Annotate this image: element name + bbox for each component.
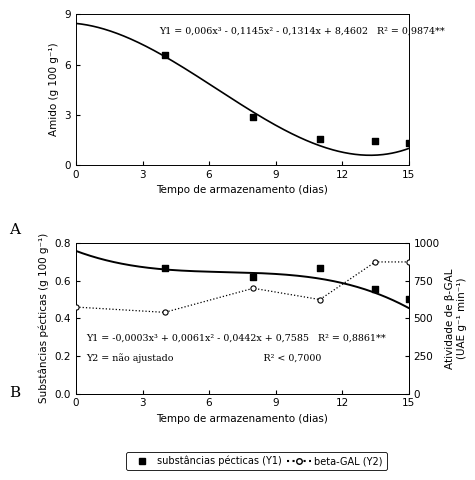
Point — [161, 309, 169, 316]
Point — [72, 303, 80, 311]
Legend: substâncias pécticas (Y1), beta-GAL (Y2): substâncias pécticas (Y1), beta-GAL (Y2) — [126, 452, 387, 470]
Y-axis label: Amido (g 100 g⁻¹): Amido (g 100 g⁻¹) — [49, 43, 59, 136]
Point — [161, 264, 169, 271]
Point — [316, 135, 323, 143]
Point — [316, 296, 323, 303]
Text: Y2 = não ajustado                              R² < 0,7000: Y2 = não ajustado R² < 0,7000 — [86, 353, 322, 363]
Text: B: B — [10, 386, 20, 400]
Point — [161, 51, 169, 59]
Point — [249, 273, 257, 281]
Point — [405, 139, 412, 147]
Text: A: A — [10, 223, 20, 237]
Y-axis label: Atividade de β-GAL
(UAE g⁻¹ min⁻¹): Atividade de β-GAL (UAE g⁻¹ min⁻¹) — [445, 268, 466, 369]
Point — [316, 264, 323, 271]
X-axis label: Tempo de armazenamento (dias): Tempo de armazenamento (dias) — [156, 185, 328, 195]
Text: Y1 = -0,0003x³ + 0,0061x² - 0,0442x + 0,7585   R² = 0,8861**: Y1 = -0,0003x³ + 0,0061x² - 0,0442x + 0,… — [86, 334, 386, 342]
Point — [249, 113, 257, 121]
Point — [405, 295, 412, 302]
Text: Y1 = 0,006x³ - 0,1145x² - 0,1314x + 8,4602   R² = 0,9874**: Y1 = 0,006x³ - 0,1145x² - 0,1314x + 8,46… — [159, 26, 445, 36]
Point — [249, 285, 257, 292]
Point — [371, 258, 379, 266]
Point — [371, 286, 379, 293]
X-axis label: Tempo de armazenamento (dias): Tempo de armazenamento (dias) — [156, 414, 328, 424]
Point — [405, 258, 412, 266]
Point — [371, 138, 379, 145]
Y-axis label: Substâncias pécticas (g 100 g⁻¹): Substâncias pécticas (g 100 g⁻¹) — [38, 233, 49, 404]
